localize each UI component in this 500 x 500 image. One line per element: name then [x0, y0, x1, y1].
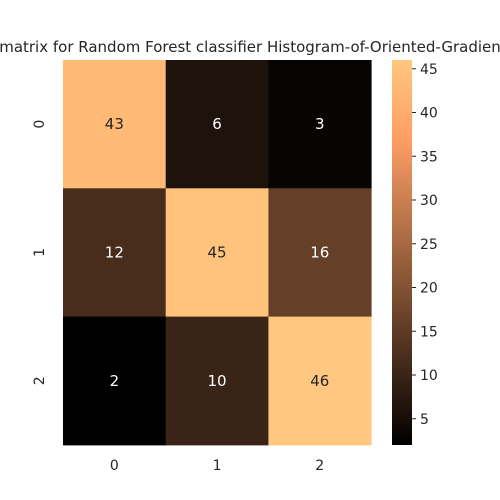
colorbar-gradient [392, 60, 412, 445]
cell-value-label: 6 [212, 115, 222, 133]
chart-title: matrix for Random Forest classifier Hist… [0, 38, 500, 56]
cell-value-label: 2 [110, 372, 120, 390]
cell-value-label: 43 [105, 115, 124, 133]
y-tick-label: 2 [32, 376, 48, 385]
colorbar-tick-label: 35 [420, 149, 438, 165]
colorbar-tick-label: 10 [420, 368, 438, 384]
y-tick-label: 0 [32, 120, 48, 129]
cell-value-label: 10 [208, 372, 227, 390]
x-tick-label: 0 [110, 458, 119, 474]
colorbar-tick-label: 25 [420, 237, 438, 253]
colorbar-tick-label: 20 [420, 281, 438, 297]
colorbar: 5 10 15 20 25 30 35 40 45 [392, 60, 438, 445]
x-tick-label: 2 [315, 458, 324, 474]
cell-value-label: 12 [105, 243, 124, 261]
y-tick-label: 1 [32, 248, 48, 257]
colorbar-tick-label: 30 [420, 193, 438, 209]
cell-value-label: 16 [310, 243, 329, 261]
colorbar-tick-label: 45 [420, 62, 438, 78]
x-tick-label: 1 [213, 458, 222, 474]
cell-value-label: 3 [315, 115, 325, 133]
cell-value-label: 45 [208, 243, 227, 261]
heatmap-cells: 43 6 3 12 45 16 2 10 46 [63, 60, 372, 445]
colorbar-tick-label: 5 [420, 412, 429, 428]
cell-value-label: 46 [310, 372, 329, 390]
colorbar-tick-label: 15 [420, 324, 438, 340]
colorbar-tick-label: 40 [420, 106, 438, 122]
